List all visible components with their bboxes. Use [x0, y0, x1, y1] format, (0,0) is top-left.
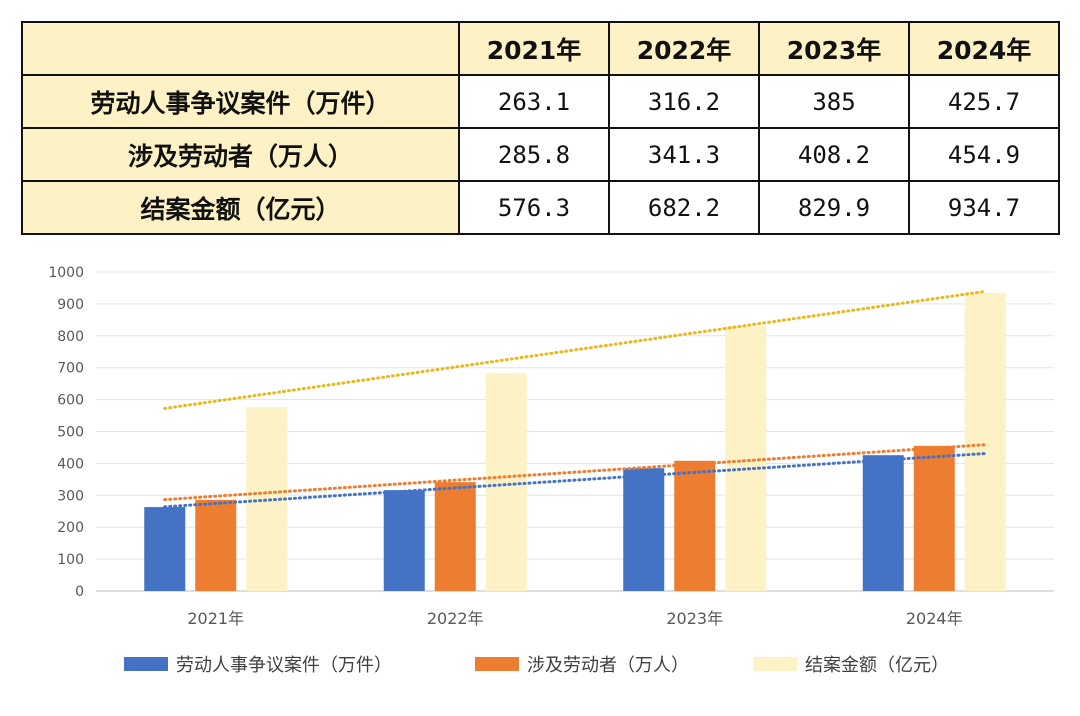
legend-item: 劳动人事争议案件（万件）	[124, 655, 392, 676]
chart-gridlines	[96, 271, 1054, 592]
chart-legend: 劳动人事争议案件（万件） 涉及劳动者（万人） 结案金额（亿元）	[124, 655, 949, 676]
table-header-cell: 2021年	[458, 21, 610, 76]
bar	[144, 507, 186, 591]
y-tick-label: 500	[57, 425, 84, 441]
table-cell: 425.7	[908, 74, 1060, 129]
table-cell: 934.7	[908, 180, 1060, 235]
legend-item: 涉及劳动者（万人）	[475, 655, 689, 676]
table-cell: 576.3	[458, 180, 610, 235]
legend-label: 劳动人事争议案件（万件）	[176, 655, 392, 676]
y-axis: 0 100 200 300 400 500 600 700 800 900 1000	[48, 265, 84, 600]
table-row: 涉及劳动者（万人） 285.8 341.3 408.2 454.9	[21, 127, 1060, 182]
bar	[862, 455, 904, 591]
chart-trendlines	[163, 289, 987, 509]
y-tick-label: 300	[57, 488, 84, 504]
table-header-cell	[21, 21, 460, 76]
legend-label: 涉及劳动者（万人）	[527, 655, 689, 676]
row-label: 涉及劳动者（万人）	[21, 127, 460, 182]
x-tick-label: 2022年	[427, 609, 484, 628]
legend-swatch	[124, 657, 168, 671]
y-tick-label: 400	[57, 456, 84, 472]
x-tick-label: 2023年	[666, 609, 723, 628]
chart-bars	[144, 292, 1006, 591]
trendline	[163, 289, 987, 410]
bar	[434, 482, 476, 591]
table-header-cell: 2022年	[608, 21, 760, 76]
legend-swatch	[475, 657, 519, 671]
x-tick-label: 2024年	[906, 609, 963, 628]
legend-swatch	[753, 657, 797, 671]
y-tick-label: 1000	[48, 265, 84, 281]
table-header-row: 2021年 2022年 2023年 2024年	[21, 21, 1060, 76]
bar	[485, 373, 527, 591]
table-cell: 341.3	[608, 127, 760, 182]
y-tick-label: 200	[57, 520, 84, 536]
x-axis: 2021年 2022年 2023年 2024年	[187, 609, 962, 628]
bar	[383, 490, 425, 591]
y-tick-label: 0	[75, 584, 84, 600]
table-cell: 263.1	[458, 74, 610, 129]
bar	[674, 460, 716, 591]
table-header-cell: 2024年	[908, 21, 1060, 76]
data-table: 2021年 2022年 2023年 2024年 劳动人事争议案件（万件） 263…	[21, 21, 1060, 235]
y-tick-label: 800	[57, 329, 84, 345]
y-tick-label: 100	[57, 552, 84, 568]
legend-item: 结案金额（亿元）	[753, 655, 949, 676]
y-tick-label: 700	[57, 361, 84, 377]
table-cell: 316.2	[608, 74, 760, 129]
bar	[964, 292, 1006, 591]
table-cell: 829.9	[758, 180, 910, 235]
table-row: 劳动人事争议案件（万件） 263.1 316.2 385 425.7	[21, 74, 1060, 129]
row-label: 结案金额（亿元）	[21, 180, 460, 235]
bar	[913, 445, 955, 591]
trendline	[163, 443, 987, 502]
row-label: 劳动人事争议案件（万件）	[21, 74, 460, 129]
table-row: 结案金额（亿元） 576.3 682.2 829.9 934.7	[21, 180, 1060, 235]
y-tick-label: 900	[57, 297, 84, 313]
table-cell: 682.2	[608, 180, 760, 235]
trendline	[163, 452, 987, 509]
table-cell: 285.8	[458, 127, 610, 182]
table-cell: 385	[758, 74, 910, 129]
table-cell: 408.2	[758, 127, 910, 182]
bar	[623, 468, 665, 591]
x-tick-label: 2021年	[187, 609, 244, 628]
table-cell: 454.9	[908, 127, 1060, 182]
bar	[195, 499, 237, 591]
table-header-cell: 2023年	[758, 21, 910, 76]
y-tick-label: 600	[57, 393, 84, 409]
legend-label: 结案金额（亿元）	[805, 655, 949, 676]
